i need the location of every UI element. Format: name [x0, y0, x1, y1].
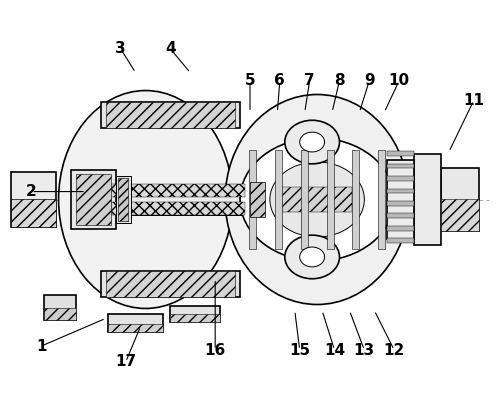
Bar [352, 150, 360, 249]
Bar [12, 200, 56, 227]
Bar [76, 174, 111, 225]
Bar [326, 150, 334, 249]
Bar [170, 306, 220, 322]
Text: 13: 13 [354, 343, 375, 358]
Bar [106, 271, 235, 296]
Text: 5: 5 [244, 73, 256, 88]
Bar [378, 150, 385, 249]
Circle shape [270, 162, 364, 237]
Bar [44, 294, 76, 320]
Text: 11: 11 [463, 93, 484, 108]
Bar [106, 103, 235, 128]
Bar [414, 154, 442, 245]
Bar [111, 184, 245, 197]
Ellipse shape [225, 95, 409, 304]
Bar [71, 170, 116, 229]
Circle shape [240, 138, 394, 261]
Bar [275, 150, 282, 249]
Text: 8: 8 [334, 73, 345, 88]
Text: 3: 3 [116, 41, 126, 56]
Bar [111, 184, 245, 215]
Bar [111, 202, 245, 215]
Bar [118, 178, 128, 221]
Bar [250, 182, 265, 217]
Text: 17: 17 [115, 354, 136, 369]
Bar [386, 213, 414, 218]
Bar [442, 200, 478, 231]
Bar [386, 160, 414, 239]
Circle shape [285, 235, 340, 279]
Text: 1: 1 [36, 339, 46, 354]
Bar [116, 176, 130, 223]
Text: 12: 12 [384, 343, 405, 358]
Circle shape [285, 120, 340, 164]
Bar [101, 103, 240, 128]
Text: 9: 9 [364, 73, 374, 88]
Bar [386, 176, 414, 181]
Text: 15: 15 [289, 343, 310, 358]
Bar [101, 271, 240, 296]
Ellipse shape [58, 91, 233, 308]
Text: 16: 16 [204, 343, 226, 358]
Bar [170, 314, 220, 322]
Text: 7: 7 [304, 73, 315, 88]
Text: 6: 6 [274, 73, 285, 88]
Bar [386, 164, 414, 168]
Circle shape [300, 132, 324, 152]
Bar [249, 150, 256, 249]
Circle shape [300, 247, 324, 267]
Bar [386, 151, 414, 156]
Bar [386, 201, 414, 206]
Bar [386, 238, 414, 243]
Bar [108, 324, 163, 332]
Bar [300, 150, 308, 249]
Bar [386, 226, 414, 231]
Text: 10: 10 [388, 73, 409, 88]
Text: 2: 2 [26, 184, 36, 199]
Bar [108, 314, 163, 332]
Bar [44, 308, 76, 320]
Bar [282, 187, 352, 212]
Text: 14: 14 [324, 343, 345, 358]
Bar [12, 172, 56, 227]
Bar [386, 188, 414, 193]
Bar [442, 168, 478, 231]
Text: 4: 4 [165, 41, 176, 56]
